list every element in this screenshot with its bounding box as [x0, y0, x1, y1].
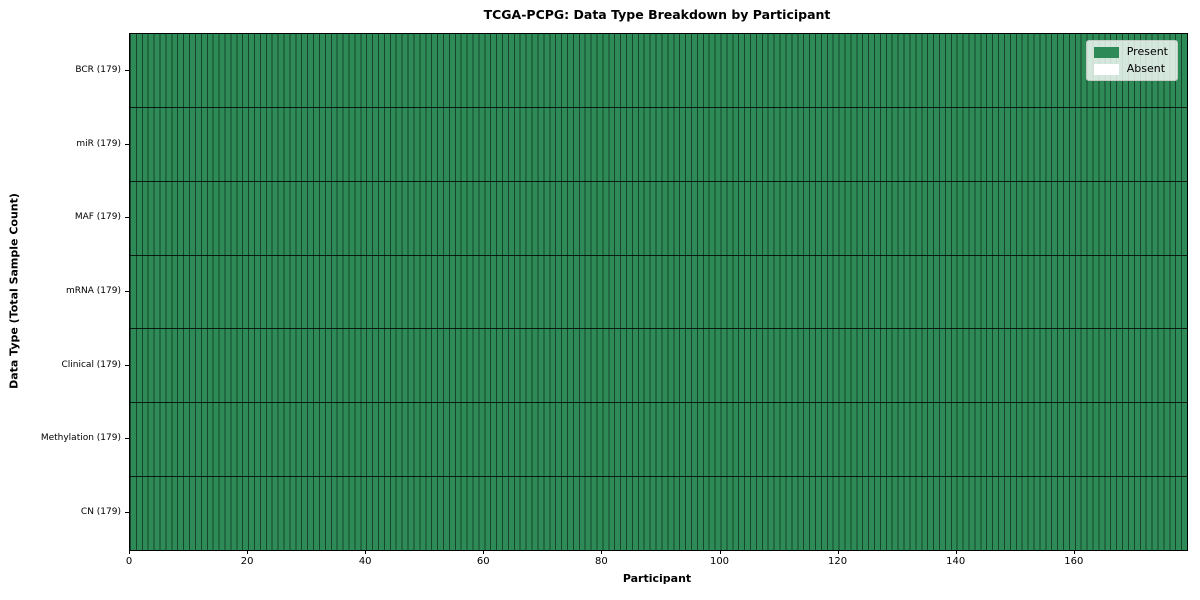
heatmap-row-methylation [130, 403, 1187, 478]
x-tick-label-120: 120 [828, 556, 848, 567]
heatmap-row-mrna [130, 256, 1187, 330]
x-tick-mark [956, 550, 957, 554]
plot-area: Present Absent [129, 33, 1188, 551]
x-tick-label-0: 0 [125, 556, 133, 567]
y-tick-label-mrna: mRNA (179) [66, 286, 121, 296]
heatmap-row-bcr [130, 34, 1187, 108]
legend: Present Absent [1085, 40, 1178, 81]
x-tick-mark [601, 550, 602, 554]
x-tick-label-160: 160 [1064, 556, 1084, 567]
y-tick-mark [125, 217, 129, 218]
y-tick-mark [125, 144, 129, 145]
y-tick-mark [125, 365, 129, 366]
y-tick-label-mir: miR (179) [76, 138, 121, 149]
legend-item-absent: Absent [1093, 62, 1168, 75]
x-tick-label-80: 80 [595, 556, 608, 567]
x-tick-label-60: 60 [476, 556, 490, 567]
y-tick-label-methylation: Methylation (179) [40, 433, 121, 444]
x-tick-mark [720, 550, 721, 554]
x-tick-label-140: 140 [946, 556, 966, 567]
x-tick-mark [365, 550, 366, 554]
x-tick-label-40: 40 [358, 556, 372, 567]
heatmap-rows [130, 34, 1187, 550]
x-tick-mark [129, 550, 130, 554]
legend-label: Present [1126, 45, 1168, 58]
legend-swatch-absent [1093, 63, 1119, 75]
x-tick-mark [483, 550, 484, 554]
legend-swatch-present [1093, 46, 1119, 58]
x-tick-mark [838, 550, 839, 554]
y-tick-mark [125, 291, 129, 292]
y-tick-label-bcr: BCR (179) [75, 64, 121, 75]
x-tick-mark [247, 550, 248, 554]
x-tick-mark [1074, 550, 1075, 554]
heatmap-row-cn [130, 477, 1187, 550]
y-tick-mark [125, 512, 129, 513]
y-tick-mark [125, 70, 129, 71]
legend-item-present: Present [1093, 45, 1168, 58]
heatmap-row-mir [130, 108, 1187, 182]
heatmap-row-clinical [130, 329, 1187, 404]
y-tick-label-clinical: Clinical (179) [61, 359, 121, 370]
heatmap-row-maf [130, 182, 1187, 256]
x-axis-label: Participant [622, 572, 692, 585]
y-tick-label-maf: MAF (179) [74, 212, 121, 223]
chart-title: TCGA-PCPG: Data Type Breakdown by Partic… [483, 7, 831, 22]
y-tick-label-cn: CN (179) [80, 507, 121, 518]
x-tick-label-20: 20 [240, 556, 254, 567]
x-tick-label-100: 100 [709, 556, 730, 567]
legend-label: Absent [1126, 62, 1166, 75]
y-tick-mark [125, 438, 129, 439]
